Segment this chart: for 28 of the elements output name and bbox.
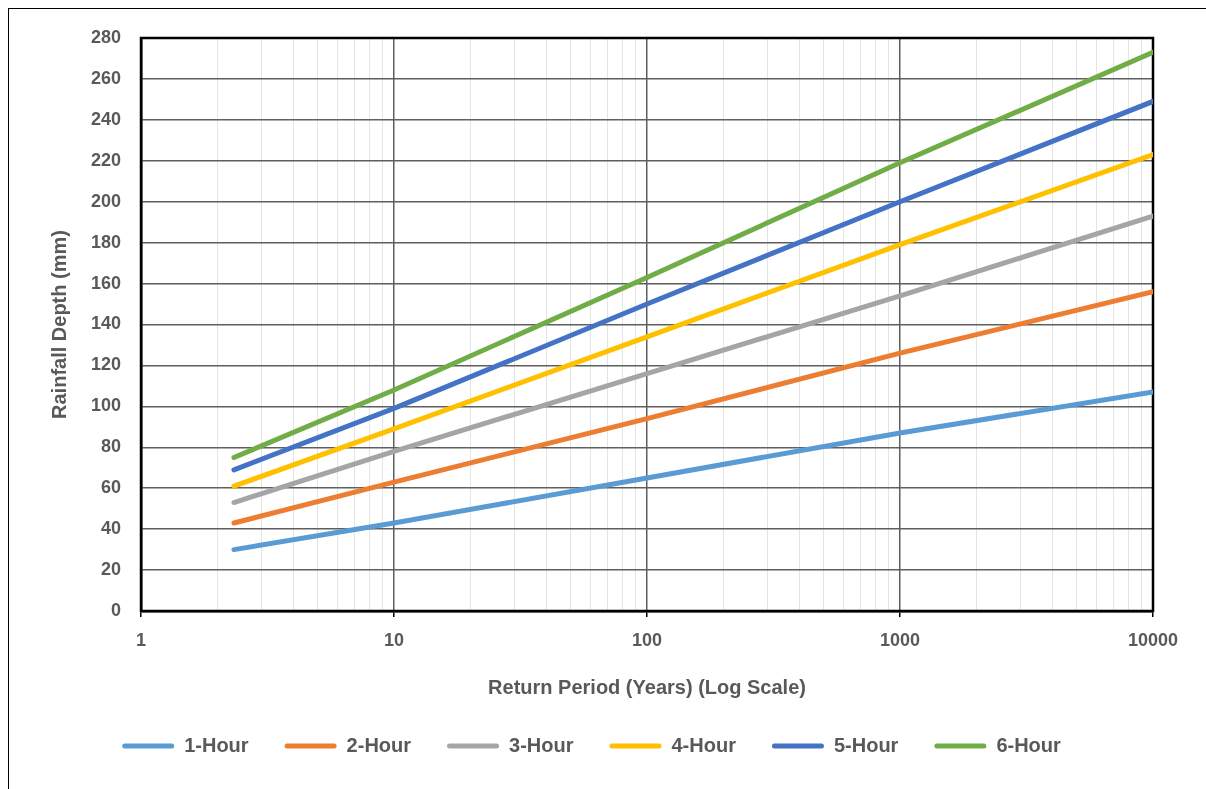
- y-tick-label: 80: [100, 436, 121, 457]
- y-tick-label: 260: [90, 67, 121, 88]
- y-tick-label: 200: [90, 190, 121, 211]
- x-tick-label: 100: [631, 629, 663, 650]
- y-axis-title: Rainfall Depth (mm): [47, 230, 70, 419]
- x-tick-label: 10000: [1127, 629, 1179, 650]
- y-tick-label: 180: [90, 231, 121, 252]
- y-tick-label: 60: [100, 477, 121, 498]
- x-tick-label: 10: [383, 629, 405, 650]
- y-tick-label: 140: [90, 313, 121, 334]
- y-tick-label: 160: [90, 272, 121, 293]
- legend-label: 1-Hour: [184, 733, 249, 756]
- x-axis-title: Return Period (Years) (Log Scale): [488, 675, 806, 698]
- y-tick-label: 220: [90, 149, 121, 170]
- y-tick-label: 100: [90, 395, 121, 416]
- y-tick-label: 120: [90, 354, 121, 375]
- legend-label: 4-Hour: [671, 733, 737, 756]
- legend-label: 2-Hour: [346, 733, 412, 756]
- y-tick-label: 20: [100, 559, 121, 580]
- y-tick-label: 40: [100, 518, 121, 539]
- legend-label: 5-Hour: [833, 733, 899, 756]
- y-tick-label: 0: [110, 599, 121, 620]
- legend-label: 6-Hour: [996, 733, 1062, 756]
- x-tick-label: 1: [135, 629, 147, 650]
- y-tick-label: 280: [90, 26, 121, 47]
- legend-label: 3-Hour: [509, 733, 574, 756]
- x-tick-label: 1000: [879, 629, 921, 650]
- y-tick-label: 240: [90, 108, 121, 129]
